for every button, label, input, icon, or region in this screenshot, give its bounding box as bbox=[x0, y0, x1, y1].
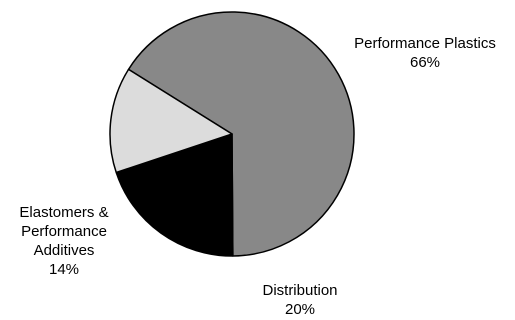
slice-percent: 14% bbox=[48, 261, 80, 278]
slice-label-performance-plastics: Performance Plastics 66% bbox=[330, 34, 515, 72]
slice-name: Performance Plastics bbox=[354, 35, 496, 52]
slice-percent: 20% bbox=[284, 301, 316, 318]
slice-label-distribution: Distribution 20% bbox=[230, 281, 370, 319]
slice-name: Distribution bbox=[262, 282, 338, 299]
pie-slice-distribution bbox=[115, 133, 234, 257]
slice-name: Elastomers & Performance Additives bbox=[19, 204, 109, 259]
pie-slice-elastomers-performance-additives bbox=[109, 68, 233, 174]
slice-percent: 66% bbox=[409, 54, 441, 71]
pie-slice-performance-plastics bbox=[127, 11, 355, 257]
slice-label-elastomers: Elastomers & Performance Additives 14% bbox=[0, 203, 128, 279]
